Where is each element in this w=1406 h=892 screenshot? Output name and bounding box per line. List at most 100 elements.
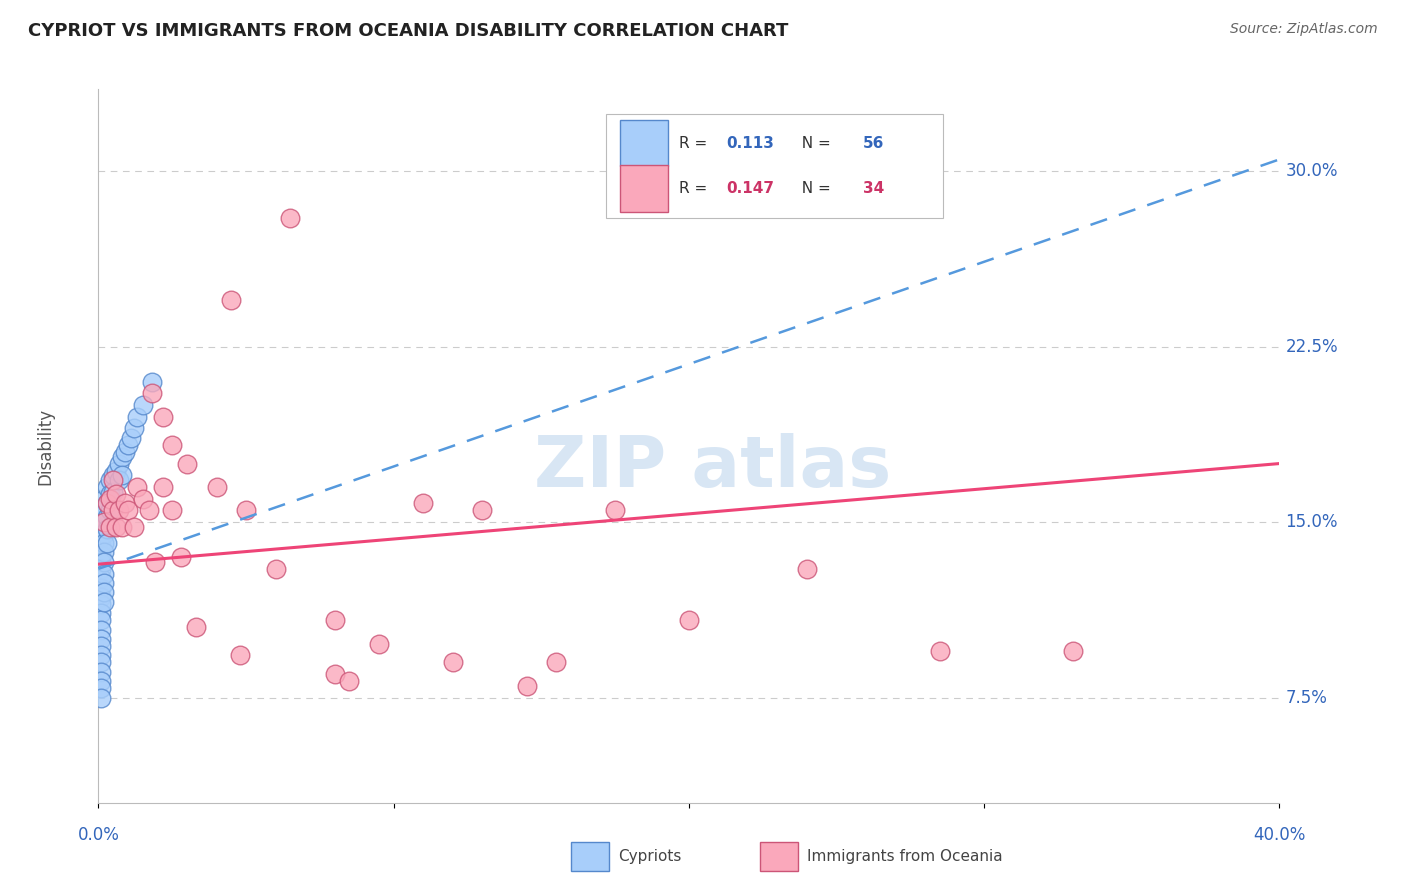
Point (93, 515, 115, 529)
Point (93, 491, 115, 506)
Point (141, 375, 163, 389)
Point (93, 515, 115, 529)
Point (96, 496, 118, 510)
Point (471, 503, 494, 517)
Point (90, 681, 112, 695)
Point (152, 409, 174, 424)
Point (337, 674, 360, 689)
Point (96, 522, 118, 536)
Point (678, 613, 700, 627)
Point (105, 464, 128, 478)
Point (278, 211, 302, 225)
Point (90, 590, 112, 604)
Point (90, 571, 112, 585)
Text: 40.0%: 40.0% (1253, 826, 1306, 844)
Point (114, 445, 136, 459)
Point (93, 575, 115, 590)
Point (143, 555, 166, 569)
Point (90, 648, 112, 663)
Point (90, 674, 112, 689)
Point (125, 409, 148, 424)
Text: ZIP atlas: ZIP atlas (534, 433, 891, 502)
Point (96, 496, 118, 510)
Point (90, 538, 112, 552)
Point (117, 503, 139, 517)
Text: R =: R = (679, 181, 713, 196)
Point (111, 519, 134, 533)
Point (176, 457, 198, 471)
Text: 7.5%: 7.5% (1285, 689, 1327, 706)
Point (1062, 644, 1084, 658)
Point (93, 526, 115, 541)
Point (90, 562, 112, 576)
Point (96, 536, 118, 550)
Point (90, 639, 112, 653)
Point (98, 519, 121, 533)
Point (93, 585, 115, 599)
Text: N =: N = (792, 136, 835, 151)
Point (90, 555, 112, 569)
Point (219, 293, 242, 307)
Point (515, 679, 537, 693)
Bar (759, 842, 797, 871)
Point (98, 473, 121, 487)
Point (93, 503, 115, 517)
Text: 34: 34 (862, 181, 884, 196)
Point (103, 473, 125, 487)
Point (90, 522, 112, 536)
Point (605, 503, 627, 517)
Text: Source: ZipAtlas.com: Source: ZipAtlas.com (1230, 22, 1378, 37)
Bar (620, 166, 668, 212)
Point (368, 637, 391, 651)
Point (93, 555, 115, 569)
Text: 0.113: 0.113 (727, 136, 775, 151)
Point (108, 457, 131, 471)
Point (98, 487, 121, 501)
Point (111, 468, 134, 483)
Point (90, 581, 112, 595)
Point (93, 566, 115, 581)
Point (412, 496, 434, 510)
Point (90, 623, 112, 637)
Point (120, 431, 142, 445)
Point (103, 503, 125, 517)
Point (184, 620, 207, 634)
Point (235, 503, 257, 517)
Point (125, 480, 148, 494)
Point (441, 656, 464, 670)
Point (162, 438, 183, 452)
Point (323, 613, 346, 627)
Point (90, 548, 112, 562)
Point (108, 503, 131, 517)
Point (90, 532, 112, 546)
Point (105, 487, 128, 501)
Point (205, 480, 228, 494)
Bar (620, 120, 668, 166)
Text: Immigrants from Oceania: Immigrants from Oceania (807, 849, 1002, 863)
Text: 0.0%: 0.0% (77, 826, 120, 844)
Point (141, 386, 163, 401)
Point (152, 480, 174, 494)
Point (90, 503, 112, 517)
Text: Cypriots: Cypriots (619, 849, 682, 863)
Point (264, 562, 287, 576)
Point (90, 665, 112, 679)
Text: N =: N = (792, 181, 835, 196)
Bar (606, 114, 943, 218)
Text: Disability: Disability (37, 408, 55, 484)
Point (132, 491, 155, 506)
Point (103, 468, 125, 483)
Point (111, 450, 134, 464)
Point (103, 484, 125, 499)
Text: R =: R = (679, 136, 713, 151)
Text: 56: 56 (862, 136, 884, 151)
Point (90, 607, 112, 621)
Point (122, 421, 145, 435)
Point (323, 667, 346, 681)
Bar (571, 842, 609, 871)
Point (90, 613, 112, 627)
Point (108, 473, 131, 487)
Point (90, 690, 112, 705)
Text: 15.0%: 15.0% (1285, 513, 1339, 531)
Point (122, 519, 145, 533)
